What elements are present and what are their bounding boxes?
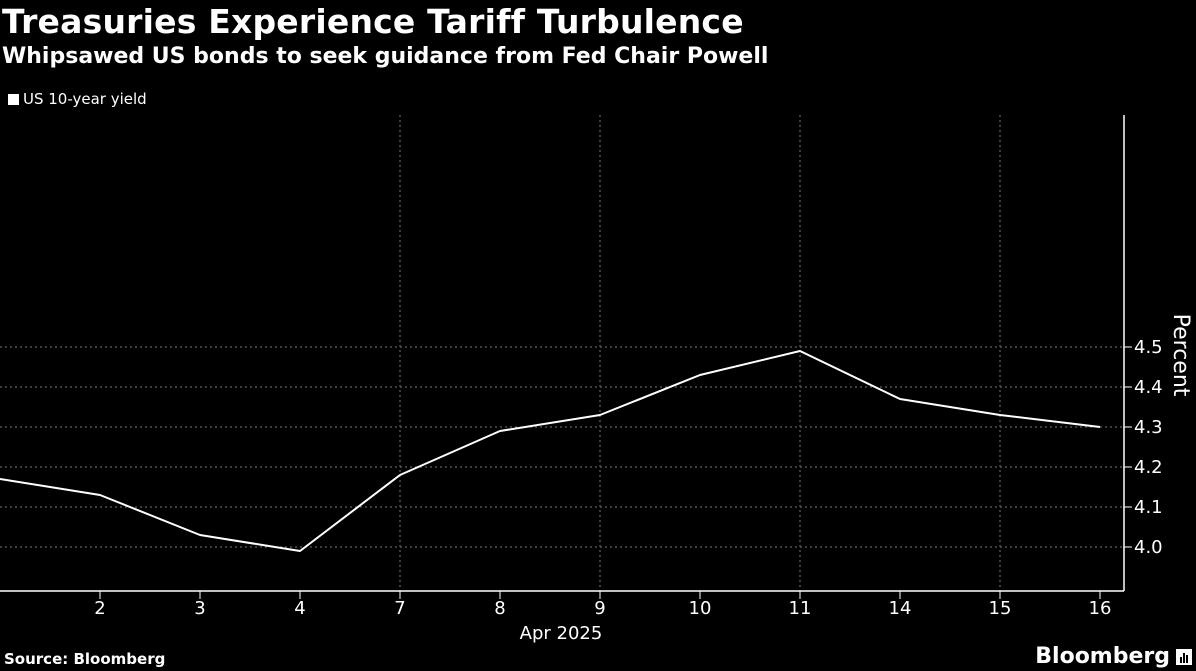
x-tick-label: 14 — [889, 598, 912, 619]
x-tick-label: 4 — [294, 598, 305, 619]
tick-labels: 4.0 4.1 4.2 4.3 4.4 4.5 2 3 4 7 8 9 10 11 14 15 16 Apr 20… — [94, 314, 1193, 644]
x-tick-label: 8 — [494, 598, 505, 619]
source-note: Source: Bloomberg — [4, 650, 166, 668]
y-axis-label: Percent — [1168, 314, 1193, 397]
x-tick-label: 3 — [194, 598, 205, 619]
grid-lines — [0, 115, 1124, 591]
chart-title: Treasuries Experience Tariff Turbulence — [2, 2, 744, 41]
x-tick-label: 11 — [789, 598, 812, 619]
series-layer — [0, 350, 1101, 552]
y-tick-label: 4.3 — [1134, 417, 1163, 438]
chart-subtitle: Whipsawed US bonds to seek guidance from… — [2, 44, 769, 69]
y-tick-label: 4.0 — [1134, 537, 1163, 558]
y-tick-label: 4.5 — [1134, 337, 1163, 358]
x-tick-label: 9 — [594, 598, 605, 619]
x-axis-caption: Apr 2025 — [520, 623, 603, 644]
y-tick-label: 4.1 — [1134, 497, 1163, 518]
y-tick-label: 4.4 — [1134, 377, 1163, 398]
x-tick-label: 7 — [394, 598, 405, 619]
x-tick-label: 10 — [689, 598, 712, 619]
bloomberg-terminal-icon — [1176, 648, 1192, 665]
brand-name: Bloomberg — [1035, 644, 1170, 669]
y-tick-label: 4.2 — [1134, 457, 1163, 478]
x-tick-label: 2 — [94, 598, 105, 619]
legend-swatch — [8, 93, 19, 105]
x-tick-label: 16 — [1089, 598, 1112, 619]
series-line-us-10-year-yield — [0, 350, 1101, 552]
axes — [0, 115, 1132, 599]
legend-label: US 10-year yield — [23, 90, 147, 108]
x-tick-label: 15 — [989, 598, 1012, 619]
brand-logo: Bloomberg — [1035, 644, 1192, 669]
chart-legend: US 10-year yield — [8, 90, 147, 108]
